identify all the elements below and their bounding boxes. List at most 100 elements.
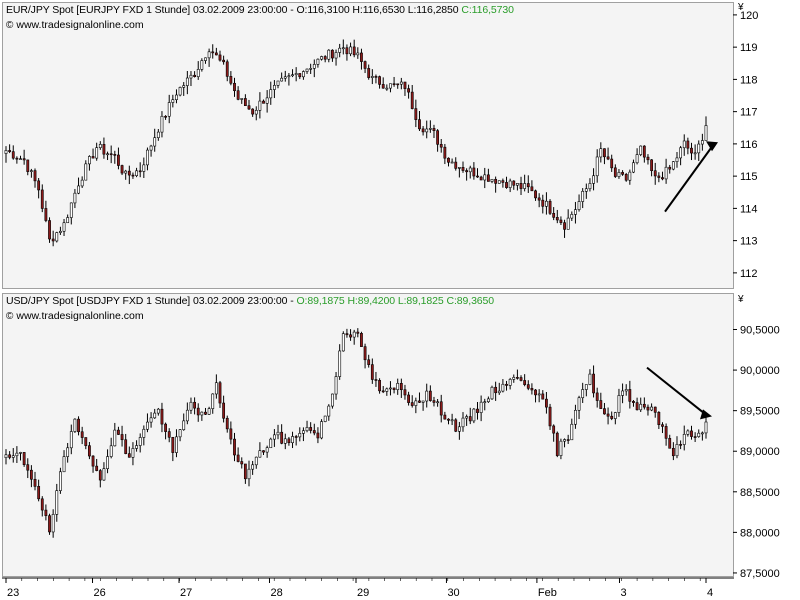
eurjpy-candle-body <box>508 180 512 188</box>
eurjpy-candle-body <box>548 200 552 214</box>
eurjpy-candle-body <box>138 170 142 173</box>
eurjpy-candle-body <box>106 153 109 156</box>
eurjpy-candle-body <box>686 140 690 149</box>
time-axis-tick-label: 30 <box>447 587 459 599</box>
eurjpy-candle-body <box>450 161 454 164</box>
usdjpy-candle-body <box>254 456 258 466</box>
eurjpy-candle-body <box>258 100 262 111</box>
usdjpy-candle-body <box>291 436 294 444</box>
usdjpy-instrument: USD/JPY Spot [USDJPY FXD 1 Stunde] <box>6 295 191 307</box>
usdjpy-candle-body <box>156 408 160 414</box>
usdjpy-candle-body <box>657 412 661 426</box>
usdjpy-candle-body <box>465 416 469 419</box>
usdjpy-candle-body <box>653 406 657 413</box>
usdjpy-candle-body <box>19 452 22 454</box>
usdjpy-candle-body <box>563 439 566 442</box>
copyright-icon: © <box>6 20 14 31</box>
eurjpy-candle-body <box>577 201 581 210</box>
usdjpy-candle-body <box>613 412 617 419</box>
eurjpy-candle-body <box>135 170 138 176</box>
usdjpy-candle-body <box>117 429 120 435</box>
usdjpy-candle-body <box>48 515 51 533</box>
usdjpy-candle-body <box>635 402 639 411</box>
usdjpy-candle-body <box>153 412 157 419</box>
usdjpy-candle-body <box>240 461 244 465</box>
usdjpy-chart-pane[interactable]: USD/JPY Spot [USDJPY FXD 1 Stunde] 03.02… <box>2 293 734 577</box>
eurjpy-candle-body <box>229 76 233 84</box>
eurjpy-candle-body <box>512 180 516 186</box>
eurjpy-candle-body <box>254 110 258 115</box>
usdjpy-candle-body <box>566 439 570 441</box>
usdjpy-candle-body <box>646 406 650 411</box>
eurjpy-candle-body <box>127 170 131 176</box>
usdjpy-header: USD/JPY Spot [USDJPY FXD 1 Stunde] 03.02… <box>6 295 494 307</box>
eurjpy-candle-body <box>392 83 396 86</box>
eurjpy-candle-body <box>704 125 708 141</box>
usdjpy-candle-body <box>552 425 556 434</box>
usdjpy-candle-body <box>265 447 269 453</box>
usdjpy-candle-body <box>66 447 70 457</box>
eurjpy-candle-body <box>182 85 186 88</box>
eurjpy-candle-body <box>360 52 363 62</box>
usdjpy-candle-body <box>439 401 443 416</box>
eurjpy-candle-body <box>454 161 458 169</box>
eurjpy-candle-body <box>265 97 269 104</box>
usdjpy-candle-body <box>196 407 200 416</box>
eurjpy-candle-body <box>240 98 244 100</box>
usdjpy-candle-body <box>22 452 26 465</box>
eurjpy-close: C:116,5730 <box>461 4 514 16</box>
usdjpy-candle-body <box>102 468 106 481</box>
usdjpy-candle-body <box>367 359 371 365</box>
usdjpy-candle-body <box>486 398 490 403</box>
eurjpy-candle-body <box>664 166 668 180</box>
usdjpy-candle-body <box>385 388 389 392</box>
eurjpy-chart-pane[interactable]: EUR/JPY Spot [EURJPY FXD 1 Stunde] 03.02… <box>2 2 734 289</box>
eurjpy-candle-body <box>236 90 240 100</box>
eurjpy-candle-body <box>175 94 178 100</box>
eurjpy-candle-body <box>428 128 432 130</box>
time-axis-tick-label: 29 <box>357 587 369 599</box>
usdjpy-candle-body <box>73 418 77 432</box>
eurjpy-datetime: 03.02.2009 23:00:00 <box>192 4 288 16</box>
eurjpy-candle-body <box>675 157 679 162</box>
eurjpy-candle-body <box>211 51 215 54</box>
eurjpy-candle-body <box>48 220 51 240</box>
usdjpy-candle-body <box>479 401 483 413</box>
usdjpy-candle-body <box>262 450 265 453</box>
usdjpy-candle-body <box>236 454 240 462</box>
usdjpy-candle-body <box>98 470 102 481</box>
usdjpy-candle-body <box>508 379 512 386</box>
usdjpy-ytick-label: 88,0000 <box>740 527 780 539</box>
usdjpy-candle-body <box>360 333 363 347</box>
usdjpy-candle-body <box>389 387 392 390</box>
usdjpy-candle-body <box>494 386 498 394</box>
eurjpy-instrument: EUR/JPY Spot [EURJPY FXD 1 Stunde] <box>6 4 191 16</box>
usdjpy-ytick-label: 89,5000 <box>740 406 780 418</box>
eurjpy-candle-body <box>225 61 229 77</box>
usdjpy-candle-body <box>59 471 62 491</box>
eurjpy-candle-body <box>142 164 146 172</box>
usdjpy-candle-body <box>55 490 59 515</box>
eurjpy-candle-body <box>599 148 603 158</box>
usdjpy-candle-body <box>80 431 84 438</box>
eurjpy-candle-body <box>414 108 418 120</box>
eurjpy-candle-body <box>334 52 338 59</box>
eurjpy-candle-body <box>668 166 672 170</box>
usdjpy-candle-body <box>468 416 472 422</box>
usdjpy-candle-body <box>592 373 595 394</box>
usdjpy-candle-body <box>664 426 668 439</box>
eurjpy-candle-body <box>526 183 530 188</box>
usdjpy-candle-body <box>454 419 458 432</box>
usdjpy-candle-body <box>436 401 440 404</box>
usdjpy-candle-body <box>280 431 284 444</box>
eurjpy-candle-body <box>690 147 693 154</box>
eurjpy-candle-body <box>153 137 157 147</box>
usdjpy-candle-body <box>178 429 182 438</box>
eurjpy-low: L:116,2850 <box>407 4 459 16</box>
usdjpy-source-text: www.tradesignalonline.com <box>16 310 144 322</box>
usdjpy-candle-body <box>559 440 563 456</box>
eurjpy-candle-body <box>461 167 465 171</box>
time-axis-tick-label: 27 <box>180 587 192 599</box>
usdjpy-candle-body <box>225 417 229 430</box>
